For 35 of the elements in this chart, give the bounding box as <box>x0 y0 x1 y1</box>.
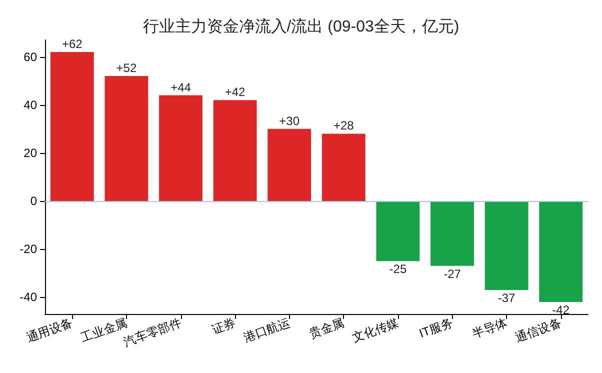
data-label: +44 <box>170 80 192 94</box>
x-tick-label: 半导体 <box>470 315 509 341</box>
chart-title: 行业主力资金净流入/流出 (09-03全天，亿元) <box>142 18 460 36</box>
data-label: +62 <box>62 37 83 52</box>
x-tick-label: 证券 <box>210 315 238 337</box>
data-label: -27 <box>444 266 462 281</box>
bar <box>159 95 202 202</box>
x-tick-label: 通信设备 <box>513 315 564 345</box>
bar <box>539 201 583 302</box>
y-tick-label: -20 <box>20 242 38 256</box>
y-tick-label: 20 <box>24 146 38 160</box>
data-label: -37 <box>498 290 516 305</box>
data-label: +52 <box>116 61 137 76</box>
x-tick-label: 贵金属 <box>307 315 346 341</box>
data-label: +42 <box>224 85 246 100</box>
y-tick-label: -40 <box>20 290 38 304</box>
bar <box>50 52 94 202</box>
bar <box>376 201 420 262</box>
bar <box>213 100 257 202</box>
data-label: -42 <box>552 302 570 317</box>
data-label: +30 <box>279 114 300 128</box>
data-label: +28 <box>333 118 354 133</box>
bar <box>268 128 312 202</box>
y-tick-label: 0 <box>30 194 38 208</box>
bar <box>430 201 474 266</box>
bar <box>104 76 148 202</box>
y-tick-label: 60 <box>24 50 38 64</box>
bar <box>484 201 528 290</box>
x-tick-label: 港口航运 <box>242 315 292 345</box>
y-tick-label: 40 <box>24 98 38 112</box>
data-label: -25 <box>389 262 407 276</box>
x-tick-label: 通用设备 <box>24 315 75 345</box>
x-tick-label: IT服务 <box>417 315 455 340</box>
bar <box>322 134 366 202</box>
x-tick-label: 文化传媒 <box>350 315 400 345</box>
